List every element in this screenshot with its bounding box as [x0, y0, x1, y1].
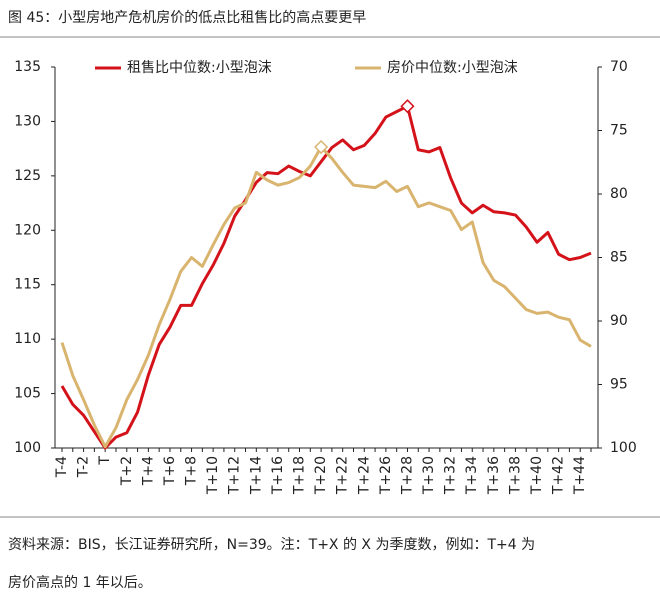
x-tick-label: T+26: [378, 456, 394, 495]
y-tick-label: 105: [14, 386, 41, 402]
x-tick-label: T+6: [162, 456, 178, 486]
x-tick-label: T+12: [227, 456, 243, 495]
y-tick-label: 130: [14, 113, 41, 129]
peak-marker: [400, 99, 415, 114]
x-tick-label: T+34: [464, 456, 480, 495]
x-tick-label: T-4: [54, 456, 70, 478]
y-tick-label: 135: [14, 59, 41, 75]
x-tick-label: T+2: [119, 456, 135, 486]
x-tick-label: T+44: [572, 456, 588, 495]
legend-label: 租售比中位数:小型泡沫: [127, 60, 272, 76]
x-tick-label: T+36: [486, 456, 502, 495]
legend-label: 房价中位数:小型泡沫: [387, 60, 518, 76]
source-line: 资料来源：BIS，长江证券研究所，N=39。注：T+X 的 X 为季度数，例如：…: [8, 537, 535, 553]
y2-tick-label: 85: [610, 250, 628, 266]
x-tick-label: T+18: [292, 456, 308, 495]
peak-marker: [314, 139, 329, 155]
x-tick-label: T: [97, 456, 113, 466]
x-tick-label: T-2: [76, 456, 92, 478]
x-tick-label: T+14: [248, 456, 264, 495]
y2-tick-label: 90: [610, 313, 628, 329]
x-tick-label: T+20: [313, 456, 329, 495]
y-tick-label: 110: [14, 331, 41, 347]
y-tick-label: 115: [14, 277, 41, 293]
chart-title: 图 45：小型房地产危机房价的低点比租售比的高点要更早: [8, 9, 366, 26]
y2-tick-label: 75: [610, 123, 628, 139]
x-tick-label: T+42: [551, 456, 567, 495]
y-tick-label: 100: [14, 440, 41, 456]
x-tick-label: T+10: [205, 456, 221, 495]
x-tick-label: T+38: [507, 456, 523, 495]
source-line: 房价高点的 1 年以后。: [8, 574, 152, 591]
y2-tick-label: 70: [610, 59, 628, 75]
y2-tick-label: 100: [610, 440, 637, 456]
x-tick-label: T+22: [335, 456, 351, 495]
x-tick-label: T+24: [356, 456, 372, 495]
x-tick-label: T+40: [529, 456, 545, 495]
series-line: [60, 104, 592, 450]
x-tick-label: T+32: [443, 456, 459, 495]
x-tick-label: T+30: [421, 456, 437, 495]
x-tick-label: T+8: [184, 456, 200, 486]
y2-tick-label: 80: [610, 186, 628, 202]
y-tick-label: 125: [14, 168, 41, 184]
x-tick-label: T+16: [270, 456, 286, 495]
x-tick-label: T+4: [140, 456, 156, 486]
y-tick-label: 120: [14, 222, 41, 238]
series-line: [60, 145, 592, 449]
y2-tick-label: 95: [610, 377, 628, 393]
x-tick-label: T+28: [399, 456, 415, 495]
